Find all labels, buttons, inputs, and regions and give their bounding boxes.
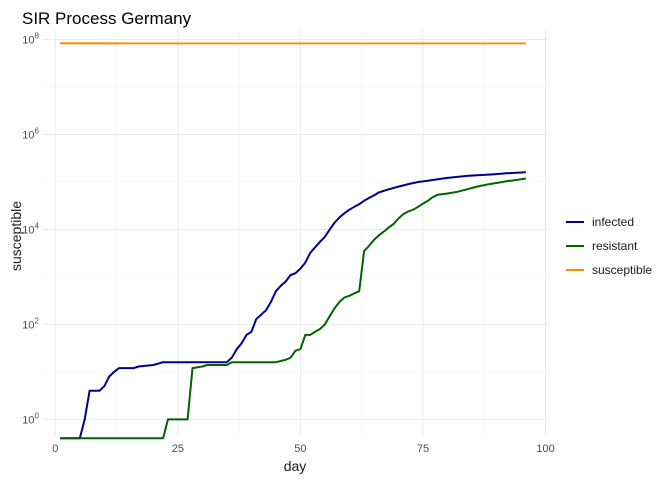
x-tick-label: 25 xyxy=(172,443,184,455)
y-tick-label: 106 xyxy=(22,126,39,141)
grid xyxy=(43,30,548,436)
series-line-resistant xyxy=(60,177,527,440)
legend: infected resistant susceptible xyxy=(566,215,652,277)
chart-title: SIR Process Germany xyxy=(22,9,192,28)
x-tick-label: 0 xyxy=(52,443,58,455)
y-tick-labels: 100 102 104 106 108 xyxy=(22,31,39,426)
y-tick-label: 108 xyxy=(22,31,39,46)
y-tick-label: 102 xyxy=(22,316,39,331)
x-tick-label: 75 xyxy=(417,443,429,455)
y-tick-label: 104 xyxy=(22,221,39,236)
x-tick-labels: 0 25 50 75 100 xyxy=(52,443,555,455)
y-axis-title: susceptible xyxy=(8,201,24,271)
x-tick-label: 100 xyxy=(536,443,554,455)
x-tick-label: 50 xyxy=(294,443,306,455)
y-tick-label: 100 xyxy=(22,411,39,426)
x-axis-title: day xyxy=(284,458,307,474)
series-line-infected xyxy=(60,171,526,440)
series-lines xyxy=(60,42,527,440)
legend-label-susceptible: susceptible xyxy=(592,263,652,277)
legend-label-resistant: resistant xyxy=(592,239,638,253)
legend-label-infected: infected xyxy=(592,215,634,229)
